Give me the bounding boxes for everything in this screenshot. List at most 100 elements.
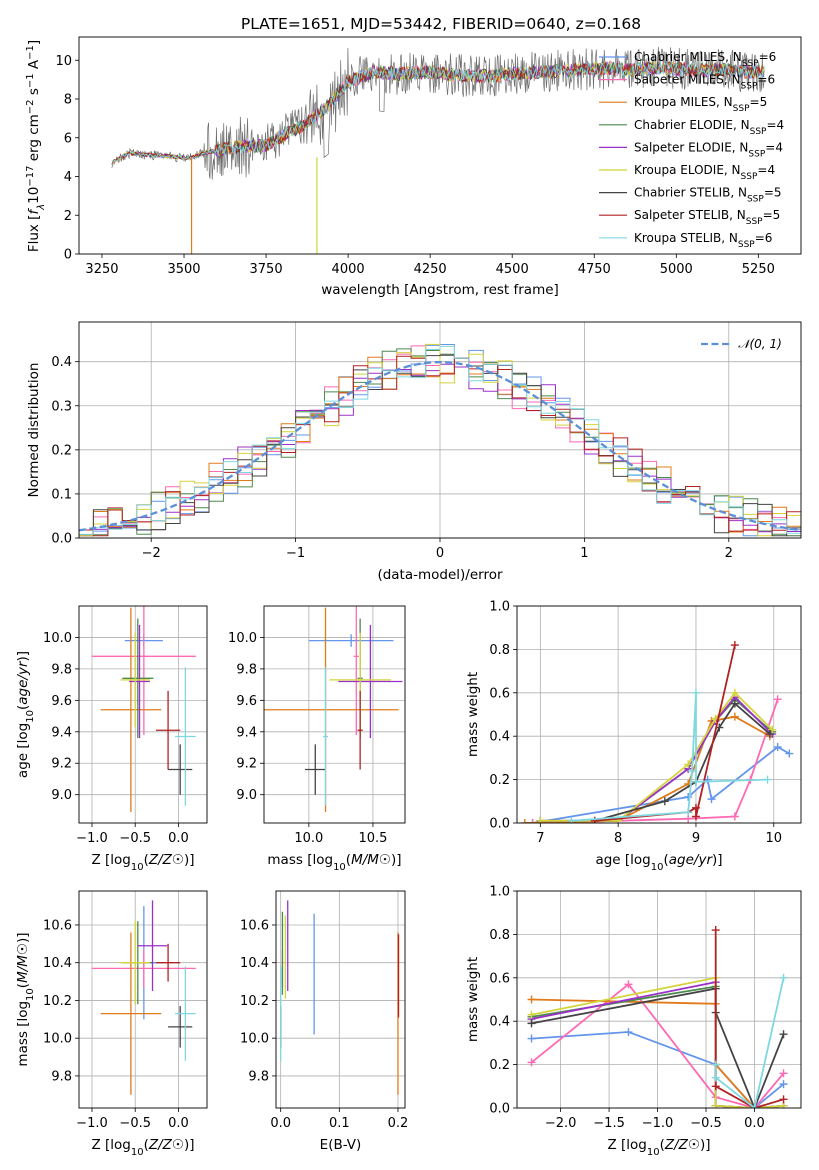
x-tick-label: −2 (142, 546, 161, 561)
errorbar-point (155, 690, 181, 770)
y-tick-label: 2 (64, 209, 72, 224)
errorbar-point (175, 966, 196, 1061)
x-tick-label: 0.1 (329, 1116, 350, 1131)
mass-weight-marker (711, 1082, 720, 1091)
errorbar-point (100, 932, 162, 1095)
mass-weight-marker (707, 795, 716, 804)
x-tick-label: 0.0 (270, 1116, 291, 1131)
y-tick-label: 0.6 (489, 686, 510, 701)
y-tick-label: 0 (64, 248, 72, 263)
x-tick-label: 3750 (250, 262, 283, 277)
y-axis-label: mass [log10(M/M☉)] (15, 932, 36, 1066)
histogram-legend: 𝒩(0, 1) (701, 337, 782, 351)
mass-weight-line (571, 692, 768, 822)
errorbar-point (175, 667, 196, 806)
axes-frame (516, 605, 802, 824)
mass-weight-line (531, 998, 756, 1108)
x-tick-label: −1.0 (642, 1116, 674, 1131)
panel-mass-vs-EBV: 0.0 0.1 0.2 9.8 10.0 10.2 10.4 10.6 E(B-V) (240, 890, 408, 1153)
mass-weight-line (594, 644, 736, 822)
spectrum-legend: Chabrier MILES, NSSP=6 Salpeter MILES, NS… (599, 50, 784, 250)
x-tick-label: −0.5 (119, 831, 151, 846)
mass-weight-marker (527, 995, 536, 1004)
errorbar-point (120, 921, 150, 1005)
panel-mass-weight-vs-age: 7 8 9 10 0.0 0.2 0.4 0.6 0.8 1.0 age [log10(age/yr… (465, 600, 802, 873)
mass-weight-marker (528, 819, 537, 823)
mass-weight-marker (730, 641, 739, 650)
y-tick-label: 0.6 (489, 971, 510, 986)
mass-weight-marker (750, 1104, 759, 1108)
observed-spectrum (111, 47, 765, 180)
y-axis-label: mass weight (465, 672, 481, 757)
mass-weight-line (594, 702, 771, 822)
x-axis-label: Z [log10(Z/Z☉)] (91, 1137, 194, 1158)
legend-entry: Kroupa ELODIE, NSSP=4 (634, 163, 775, 182)
mass-weight-marker (763, 775, 772, 784)
y-axis-label: mass weight (465, 957, 481, 1042)
legend-entry: Chabrier STELIB, NSSP=5 (634, 186, 782, 205)
mass-weight-marker (730, 688, 739, 697)
mass-weight-marker (691, 777, 700, 786)
model-spectrum-line (111, 61, 765, 166)
errorbar-point (155, 943, 181, 982)
x-tick-label: 4000 (332, 262, 365, 277)
y-tick-label: 10.4 (43, 956, 72, 971)
y-tick-label: 0.0 (489, 1102, 510, 1117)
legend-entry: Kroupa MILES, NSSP=5 (634, 95, 767, 114)
mass-weight-line (540, 691, 773, 822)
errorbar-point (137, 900, 168, 992)
figure-title: PLATE=1651, MJD=53442, FIBERID=0640, z=0… (241, 15, 641, 33)
axes-frame (78, 890, 208, 1109)
mass-weight-marker (691, 688, 700, 697)
y-tick-label: 9.6 (236, 694, 257, 709)
y-tick-label: 0.0 (489, 817, 510, 832)
y-axis-label: Flux [fλ10−17 erg cm−2 s−1 A−1] (25, 40, 47, 252)
y-tick-label: 10.0 (43, 1032, 72, 1047)
y-tick-label: 9.8 (248, 1069, 269, 1084)
x-axis-label: E(B-V) (320, 1137, 362, 1153)
x-tick-label: 1 (580, 546, 588, 561)
errorbar-point (91, 949, 196, 988)
y-tick-label: 1.0 (489, 600, 510, 615)
y-axis-label: age [log10(age/yr)] (15, 651, 36, 778)
plot-area (91, 900, 196, 1095)
y-tick-label: 0.4 (51, 355, 72, 370)
y-tick-label: 9.4 (51, 725, 72, 740)
x-tick-label: 3250 (85, 262, 118, 277)
x-tick-label: −2.0 (545, 1116, 577, 1131)
mass-weight-marker (691, 803, 700, 812)
x-tick-label: 10 (765, 831, 782, 846)
y-tick-label: 6 (64, 131, 72, 146)
x-axis-label: (data-model)/error (377, 567, 503, 583)
panel-age-vs-mass: 10.0 10.5 9.0 9.2 9.4 9.6 9.8 10.0 mass [log10(M… (228, 605, 406, 873)
y-tick-label: 0.2 (489, 1058, 510, 1073)
legend-entry: Chabrier MILES, NSSP=6 (634, 50, 776, 69)
mass-weight-marker (684, 808, 693, 817)
x-tick-label: 0 (436, 546, 444, 561)
y-tick-label: 9.4 (236, 725, 257, 740)
y-tick-label: 9.8 (51, 1069, 72, 1084)
legend-entry: Salpeter ELODIE, NSSP=4 (634, 140, 783, 159)
mass-weight-marker (730, 699, 739, 708)
mass-weight-marker (527, 1034, 536, 1043)
mass-weight-marker (688, 766, 697, 775)
panel-age-vs-Z: −1.0 −0.5 0.0 9.0 9.2 9.4 9.6 9.8 10.0 Z [log10(Z… (15, 605, 208, 873)
y-tick-label: 8 (64, 93, 72, 108)
y-tick-label: 9.0 (51, 788, 72, 803)
errorbar-point (338, 624, 403, 739)
errorbar-point (91, 606, 196, 735)
y-tick-label: 0.3 (51, 399, 72, 414)
y-tick-label: 9.2 (51, 757, 72, 772)
mass-weight-marker (567, 816, 576, 823)
errorbar-point (168, 1006, 193, 1048)
panel-mass-vs-Z: −1.0 −0.5 0.0 9.8 10.0 10.2 10.4 10.6 Z [log10(Z… (15, 890, 208, 1158)
y-tick-label: 10.2 (240, 994, 269, 1009)
axes-frame (263, 605, 406, 824)
y-tick-label: 0.1 (51, 487, 72, 502)
x-tick-label: 4750 (578, 262, 611, 277)
mass-weight-marker (779, 973, 788, 982)
errorbar-point (353, 606, 359, 735)
y-tick-label: 9.6 (51, 694, 72, 709)
y-tick-label: 0.2 (489, 773, 510, 788)
